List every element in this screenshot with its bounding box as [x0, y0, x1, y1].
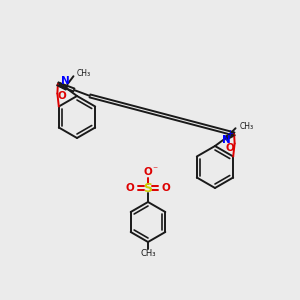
Text: O: O — [144, 167, 152, 177]
Text: CH₃: CH₃ — [239, 122, 254, 131]
Text: N: N — [61, 76, 70, 86]
Text: O: O — [225, 143, 234, 154]
Text: CH₃: CH₃ — [140, 250, 156, 259]
Text: O: O — [58, 92, 67, 101]
Text: N: N — [222, 135, 231, 145]
Text: O: O — [126, 183, 134, 193]
Text: ⁻: ⁻ — [152, 165, 158, 175]
Text: +: + — [226, 129, 233, 138]
Text: CH₃: CH₃ — [76, 69, 91, 78]
Text: S: S — [143, 182, 152, 194]
Text: O: O — [162, 183, 170, 193]
